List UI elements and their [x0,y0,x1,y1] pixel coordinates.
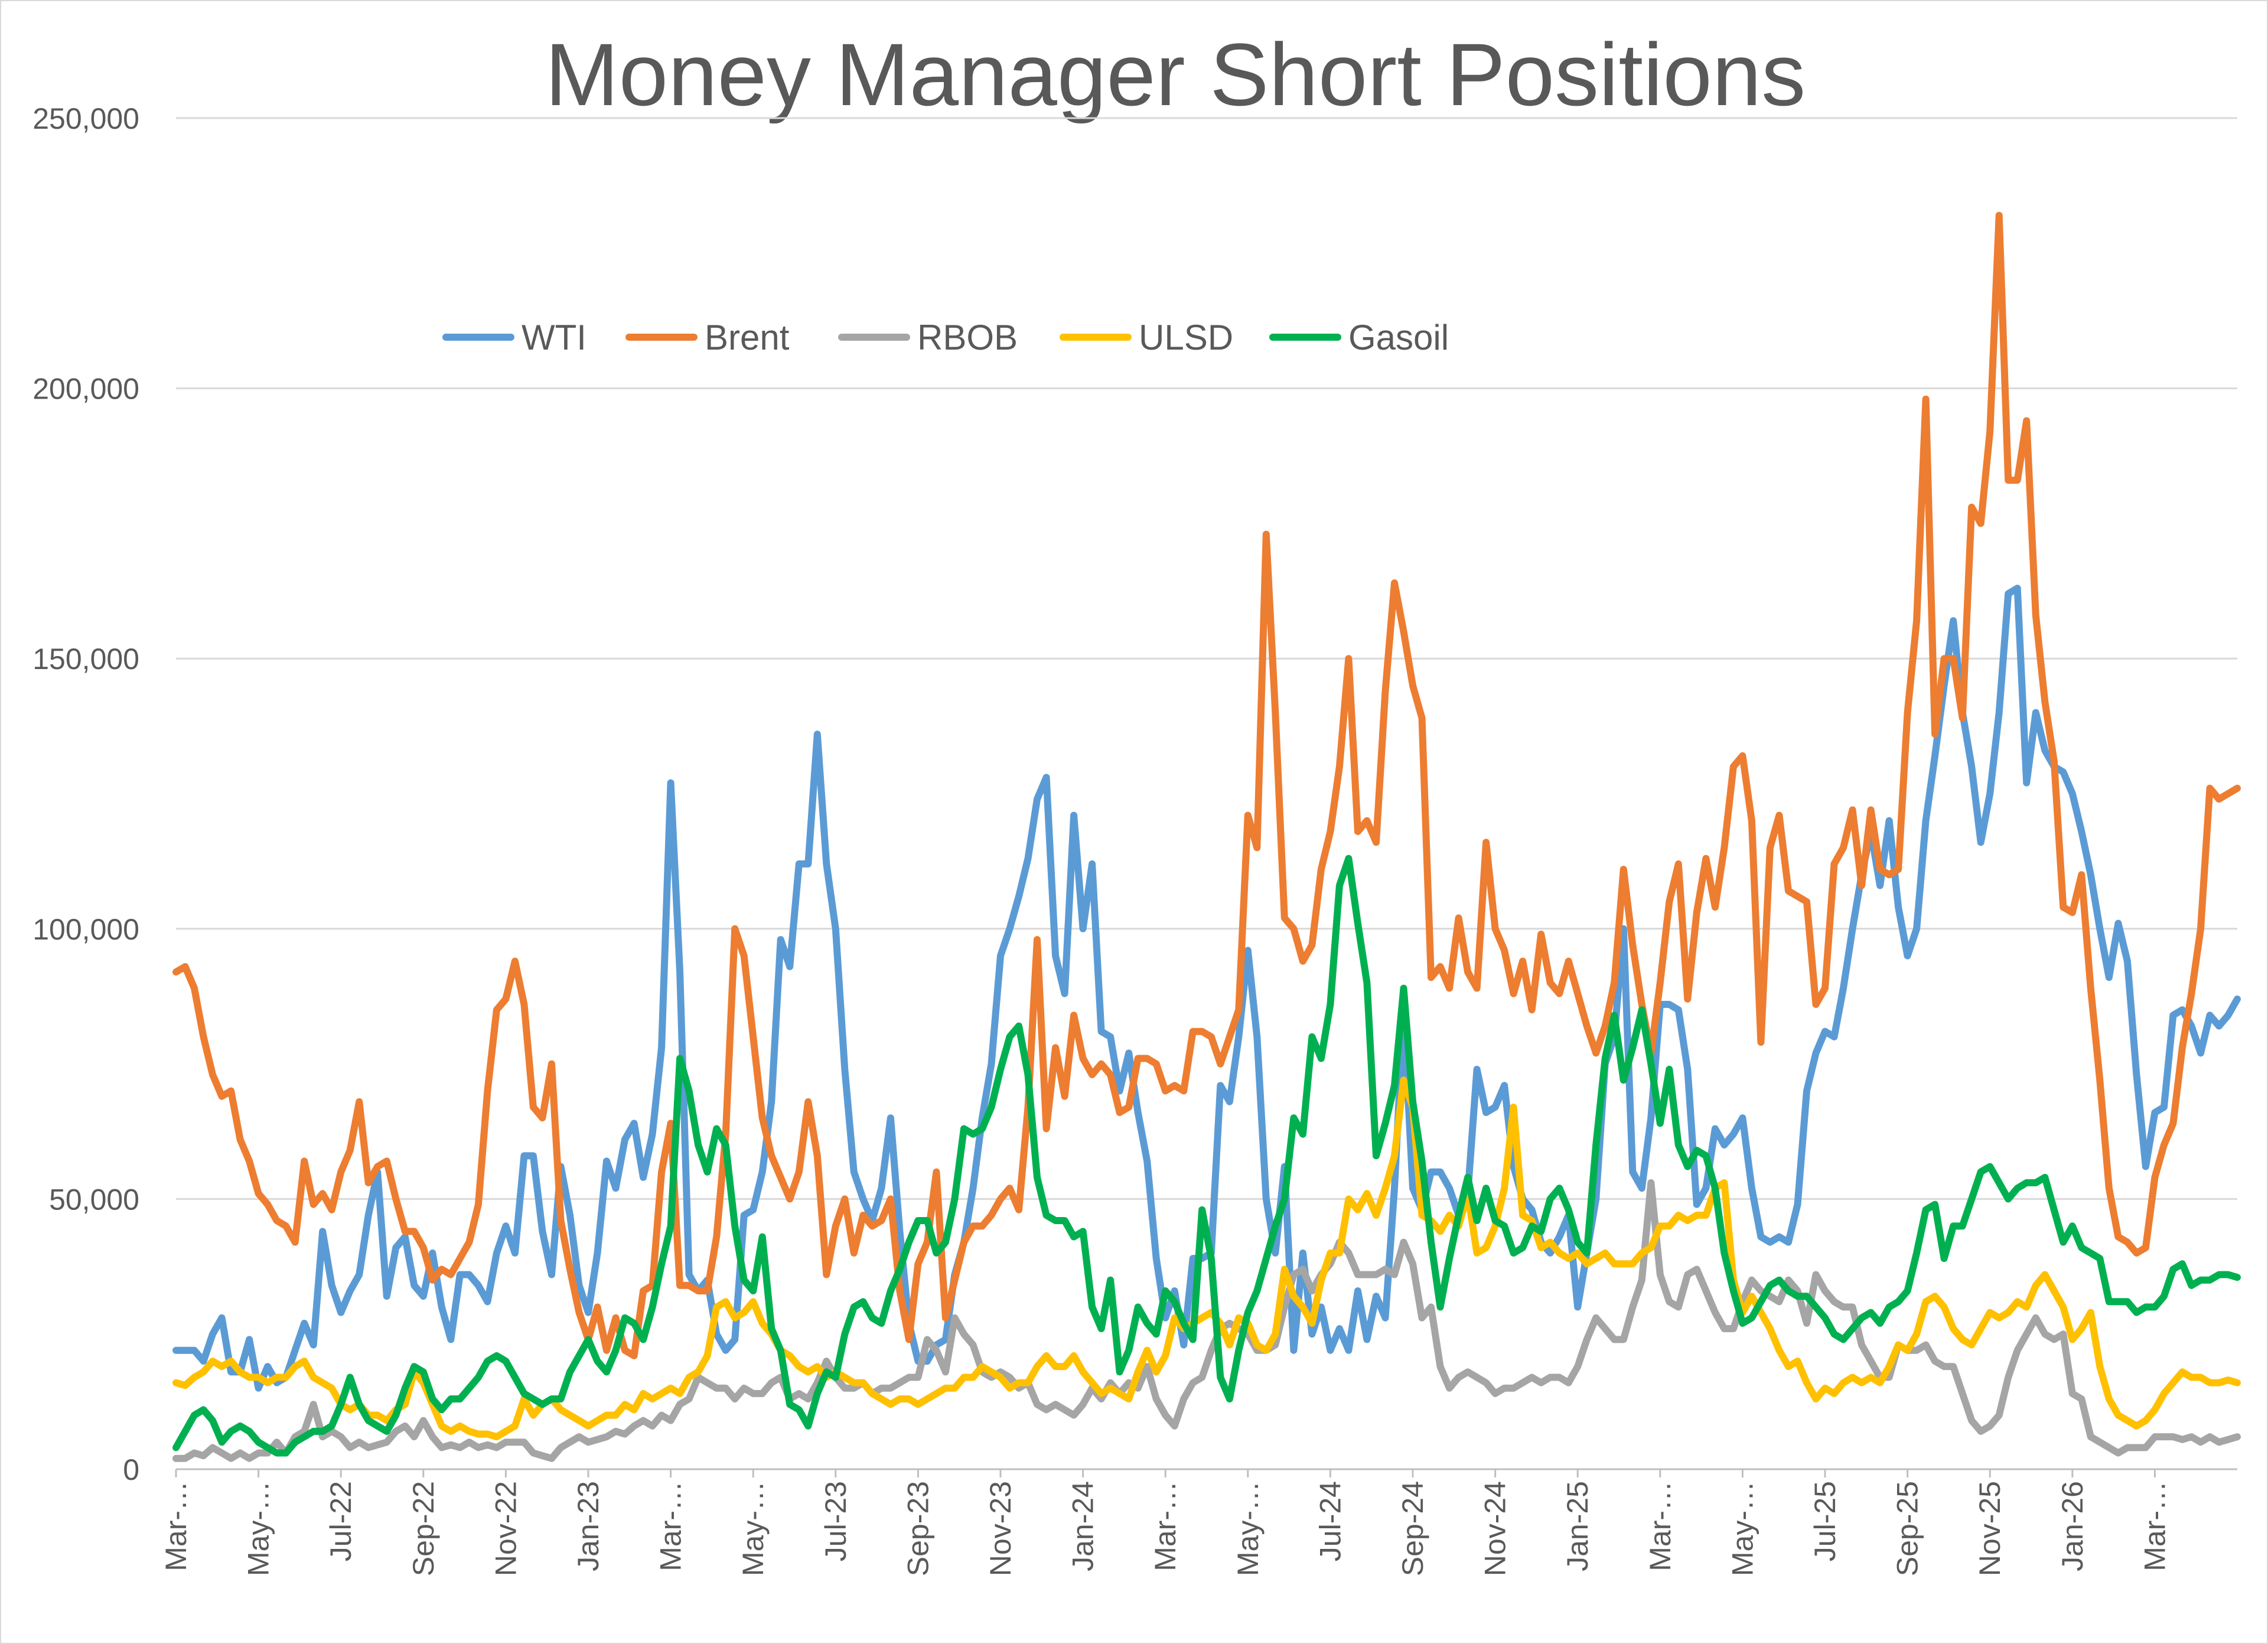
x-tick-label: Sep-22 [407,1481,440,1576]
series-line-brent [172,211,2241,1359]
x-tick-label: Mar-… [1644,1481,1677,1571]
x-tick-label: Jul-22 [324,1481,357,1561]
x-tick-label: Jan-25 [1561,1481,1594,1571]
y-tick-label: 0 [123,1453,139,1486]
legend-label-brent: Brent [705,318,790,357]
y-tick-label: 50,000 [49,1183,139,1216]
y-tick-label: 200,000 [32,373,139,406]
chart-title: Money Manager Short Positions [545,25,1806,124]
x-tick-label: May-… [242,1481,275,1576]
x-tick-label: Jan-24 [1067,1481,1100,1571]
y-tick-label: 250,000 [32,102,139,135]
legend: WTI Brent RBOB ULSD Gasoil [442,318,1449,357]
x-tick-label: Nov-25 [1973,1481,2006,1576]
x-tick-label: Mar-… [2138,1481,2171,1571]
x-tick-label: Mar-… [654,1481,687,1571]
legend-label-wti: WTI [522,318,586,357]
series-line-ulsd [172,1077,2241,1441]
x-tick-label: Sep-24 [1396,1481,1429,1576]
x-tick-label: Jan-26 [2056,1481,2089,1571]
x-tick-label: Nov-23 [984,1481,1017,1576]
x-tick-label: Nov-22 [489,1481,522,1576]
x-tick-label: Jul-23 [819,1481,852,1561]
legend-label-rbob: RBOB [917,318,1018,357]
x-tick-label: Mar-… [159,1481,193,1571]
x-tick-label: Sep-23 [901,1481,934,1576]
x-tick-label: May-… [1231,1481,1265,1576]
x-tick-label: Jul-24 [1314,1481,1347,1561]
x-tick-label: Sep-25 [1891,1481,1924,1576]
legend-label-ulsd: ULSD [1139,318,1233,357]
x-tick-label: Jan-23 [572,1481,605,1571]
x-axis-tick-labels: Mar-… May-… Jul-22 Sep-22 Nov-22 Jan-23 Mar-… M… [159,1469,2171,1576]
x-tick-label: May-… [737,1481,770,1576]
series-line-wti [172,585,2241,1392]
x-tick-label: Jul-25 [1808,1481,1842,1561]
x-tick-label: May-… [1726,1481,1759,1576]
x-tick-label: Nov-24 [1479,1481,1512,1576]
x-tick-label: Mar-… [1149,1481,1182,1571]
series-line-gasoil [172,854,2241,1457]
y-axis-tick-labels: 0 50,000 100,000 150,000 200,000 250,000 [32,102,139,1486]
y-tick-label: 150,000 [32,642,139,676]
legend-label-gasoil: Gasoil [1348,318,1449,357]
series-lines [172,211,2241,1462]
y-tick-label: 100,000 [32,913,139,946]
